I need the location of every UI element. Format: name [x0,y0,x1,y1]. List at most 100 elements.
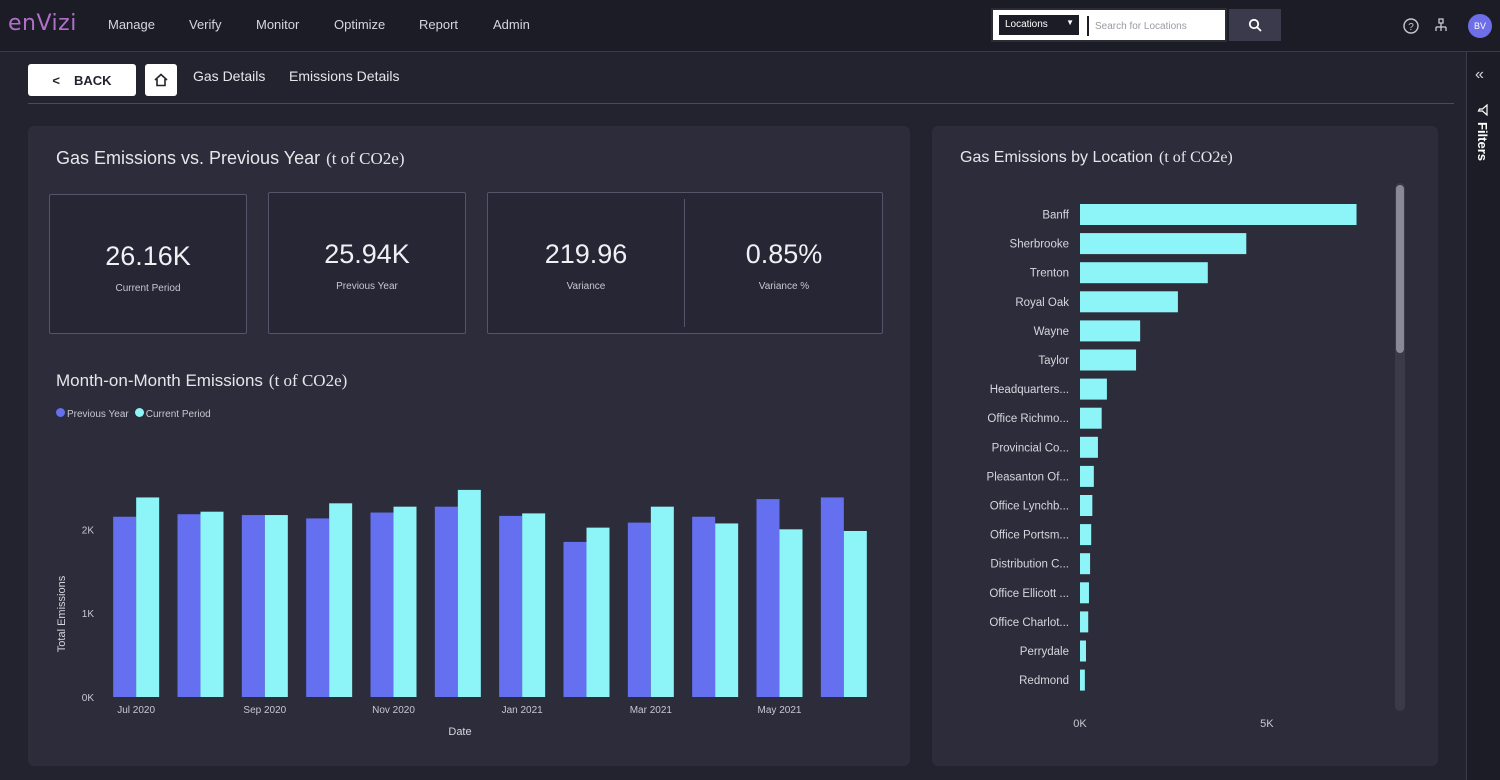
location-bar[interactable] [1080,669,1085,691]
location-bar[interactable] [1080,204,1357,225]
kpi-separator [684,199,685,327]
overview-title-unit: (t of CO2e) [326,149,405,168]
bar-current-period[interactable] [715,523,739,697]
x-tick-label: May 2021 [758,705,802,716]
kpi-value: 25.94K [324,239,410,269]
bar-previous-year[interactable] [820,497,844,697]
bar-current-period[interactable] [200,511,224,697]
legend-current-period[interactable]: Current Period [134,408,211,420]
x-axis-title: Date [448,726,471,738]
filters-toggle[interactable]: Filters [1475,104,1490,161]
bar-current-period[interactable] [457,489,481,697]
location-chart-title-text: Gas Emissions by Location [960,149,1153,166]
location-label: Office Portsm... [990,530,1069,542]
location-bar[interactable] [1080,233,1247,255]
bar-current-period[interactable] [650,506,674,697]
header-divider [28,103,1454,104]
location-label: Royal Oak [1015,297,1069,309]
location-label: Sherbrooke [1010,239,1069,251]
location-bar[interactable] [1080,465,1094,487]
back-button-label: BACK [74,72,112,88]
nav-report[interactable]: Report [419,17,459,32]
kpi-value: 219.96 [544,239,628,269]
nav-manage[interactable]: Manage [108,17,155,32]
help-icon[interactable]: ? [1402,17,1420,35]
location-label: Office Ellicott ... [989,588,1069,600]
bar-previous-year[interactable] [563,541,587,697]
breadcrumb-gas-details[interactable]: Gas Details [193,68,266,84]
bar-previous-year[interactable] [241,515,265,697]
bar-previous-year[interactable] [370,512,394,697]
location-bar[interactable] [1080,407,1102,429]
kpi-variance-group: 219.96 Variance 0.85% Variance % [487,192,883,334]
nav-monitor[interactable]: Monitor [256,17,300,32]
bar-current-period[interactable] [264,515,288,697]
top-navigation-bar: enVizi Manage Verify Monitor Optimize Re… [0,0,1500,52]
location-bar[interactable] [1080,378,1107,400]
location-bar[interactable] [1080,495,1093,516]
kpi-previous-year: 25.94K Previous Year [268,192,466,334]
nav-optimize[interactable]: Optimize [334,17,386,32]
bar-previous-year[interactable] [113,516,137,697]
bar-previous-year[interactable] [177,514,201,697]
search-button[interactable] [1229,9,1281,41]
monthly-emissions-chart: 0K 1K 2K Jul 2020 Sep 2020 Nov 2020 Jan 2021 Ma… [56,489,867,738]
kpi-value: 26.16K [105,241,191,271]
location-bar[interactable] [1080,524,1092,546]
kpi-label: Previous Year [336,281,398,292]
location-bar[interactable] [1080,611,1089,633]
location-bar[interactable] [1080,291,1178,313]
location-bar[interactable] [1080,436,1098,458]
kpi-value: 0.85% [745,239,823,269]
svg-text:?: ? [1408,22,1414,33]
bar-previous-year[interactable] [499,515,523,697]
location-chart-scrollbar[interactable] [1396,185,1404,353]
search-scope-select[interactable]: Locations ▼ [999,15,1079,35]
location-label: Pleasanton Of... [987,471,1069,483]
user-avatar[interactable]: BV [1468,14,1492,38]
bar-current-period[interactable] [393,506,417,697]
back-button[interactable]: < BACK [28,64,136,96]
location-label: Taylor [1038,355,1069,367]
location-bar[interactable] [1080,262,1208,284]
bar-current-period[interactable] [329,503,353,697]
overview-title-text: Gas Emissions vs. Previous Year [56,148,321,168]
bar-current-period[interactable] [843,530,867,697]
bar-previous-year[interactable] [756,499,780,697]
location-bar[interactable] [1080,640,1086,662]
search-input[interactable] [1087,16,1221,36]
location-label: Office Lynchb... [990,501,1069,513]
bar-current-period[interactable] [136,497,160,697]
envizi-logo[interactable]: enVizi [8,11,77,36]
breadcrumb-emissions-details[interactable]: Emissions Details [289,68,400,84]
bar-previous-year[interactable] [434,506,458,697]
bar-previous-year[interactable] [306,518,330,697]
location-bar[interactable] [1080,349,1137,371]
org-hierarchy-icon[interactable] [1432,17,1450,35]
location-bar[interactable] [1080,553,1091,575]
bar-previous-year[interactable] [627,522,651,697]
legend-previous-year[interactable]: Previous Year [56,408,129,420]
home-button[interactable] [145,64,177,96]
nav-verify[interactable]: Verify [189,17,222,32]
chevron-left-icon: < [52,72,61,88]
location-bar[interactable] [1080,320,1141,342]
monthly-chart-title: Month-on-Month Emissions (t of CO2e) [56,371,347,391]
location-chart-scroll-track[interactable] [1395,183,1405,711]
y-tick-label: 2K [82,525,95,536]
location-label: Redmond [1019,675,1069,687]
bar-current-period[interactable] [586,527,610,697]
bar-current-period[interactable] [522,513,546,697]
bar-previous-year[interactable] [692,516,716,697]
chevron-down-icon: ▼ [1066,18,1074,27]
double-chevron-left-icon[interactable]: « [1475,66,1484,83]
overview-title: Gas Emissions vs. Previous Year (t of CO2… [56,148,405,169]
search-scope-label: Locations [1005,19,1048,30]
location-label: Perrydale [1020,646,1069,658]
home-icon [154,73,168,87]
nav-admin[interactable]: Admin [493,17,530,32]
location-bar[interactable] [1080,582,1089,604]
location-emissions-panel: Gas Emissions by Location (t of CO2e) [932,126,1438,766]
bar-current-period[interactable] [779,529,803,697]
kpi-label: Variance % [758,281,810,292]
